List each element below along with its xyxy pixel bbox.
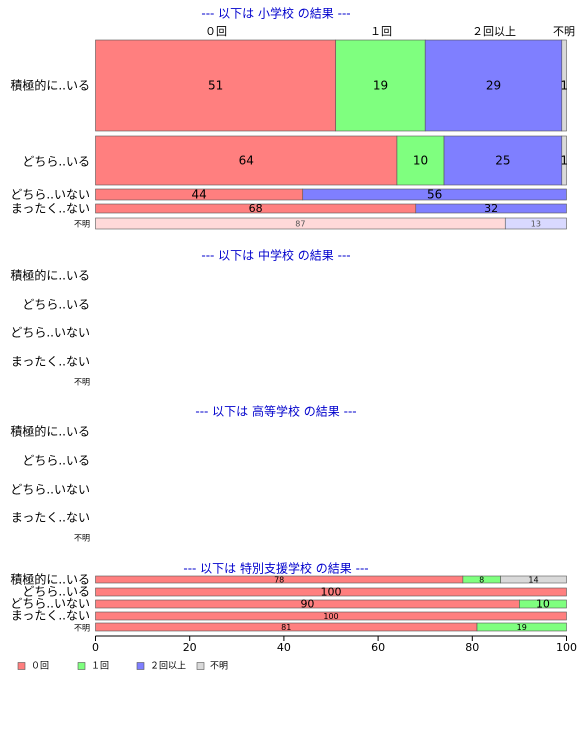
- bar-segment: [561, 39, 567, 132]
- bar-segment: [519, 599, 567, 609]
- x-tick-label: 80: [465, 641, 479, 654]
- data-label: 68: [249, 202, 263, 215]
- data-label: 100: [321, 586, 342, 599]
- data-label: 78: [274, 576, 284, 585]
- panel-title: --- 以下は 高等学校 の結果 ---: [195, 404, 356, 419]
- bar-segment: [500, 575, 567, 584]
- row-label: まったく..ない: [11, 609, 90, 623]
- data-label: 19: [517, 623, 527, 632]
- data-label: 10: [413, 154, 428, 168]
- data-label: 87: [295, 220, 305, 229]
- panel-title: --- 以下は 中学校 の結果 ---: [201, 248, 350, 263]
- legend-swatch: [136, 662, 145, 670]
- row-label: どちら..いる: [22, 298, 90, 312]
- legend-label: ０回: [31, 661, 49, 672]
- bar-segment: [504, 217, 567, 230]
- data-label: 19: [373, 79, 388, 93]
- data-label: 1: [560, 79, 568, 93]
- data-label: 81: [281, 623, 291, 632]
- row-label: 積極的に..いる: [10, 78, 90, 93]
- panel-title: --- 以下は 小学校 の結果 ---: [201, 6, 350, 21]
- data-label: 8: [479, 576, 484, 585]
- bar-segment: [302, 188, 567, 201]
- row-label: 積極的に..いる: [10, 424, 90, 439]
- column-header: １回: [370, 25, 392, 38]
- data-label: 32: [484, 202, 498, 215]
- bar-segment: [95, 611, 567, 621]
- row-label: どちら..いる: [22, 454, 90, 468]
- data-label: 90: [300, 598, 314, 611]
- bar-segment: [561, 135, 567, 186]
- bar-segment: [95, 39, 337, 132]
- bar-segment: [424, 39, 563, 132]
- row-label: まったく..ない: [11, 202, 90, 216]
- column-header: ０回: [205, 25, 227, 38]
- row-label: どちら..いない: [10, 188, 90, 202]
- data-label: 10: [536, 598, 550, 611]
- column-header: 不明: [553, 25, 575, 38]
- data-label: 1: [560, 154, 568, 168]
- bar-segment: [95, 135, 398, 186]
- panel-title: --- 以下は 特別支援学校 の結果 ---: [183, 561, 368, 576]
- bar-segment: [476, 622, 567, 632]
- row-label: どちら..いる: [22, 155, 90, 169]
- legend-label: ２回以上: [150, 661, 186, 672]
- row-label: 不明: [74, 624, 90, 633]
- legend-swatch: [17, 662, 26, 670]
- data-label: 44: [191, 188, 206, 202]
- x-tick-label: 60: [371, 641, 385, 654]
- row-label: どちら..いない: [10, 483, 90, 497]
- column-header: ２回以上: [472, 25, 516, 38]
- bar-segment: [443, 135, 563, 186]
- legend-label: 不明: [210, 661, 228, 672]
- row-label: まったく..ない: [11, 511, 90, 525]
- legend-label: １回: [91, 661, 109, 672]
- data-label: 25: [495, 154, 510, 168]
- data-label: 51: [208, 79, 223, 93]
- data-label: 14: [528, 576, 538, 585]
- row-label: どちら..いる: [22, 585, 90, 599]
- data-label: 100: [323, 612, 338, 621]
- bar-segment: [415, 203, 567, 214]
- row-label: 不明: [74, 534, 90, 543]
- x-tick-label: 20: [183, 641, 197, 654]
- x-tick-label: 100: [556, 641, 577, 654]
- data-label: 64: [239, 154, 254, 168]
- legend-swatch: [196, 662, 205, 670]
- row-label: 不明: [74, 220, 90, 229]
- data-label: 29: [486, 79, 501, 93]
- x-tick-label: 40: [277, 641, 291, 654]
- row-label: まったく..ない: [11, 355, 90, 369]
- row-label: 不明: [74, 378, 90, 387]
- bar-segment: [335, 39, 426, 132]
- x-tick-label: 0: [92, 641, 99, 654]
- bar-segment: [95, 587, 567, 597]
- row-label: 積極的に..いる: [10, 268, 90, 283]
- row-label: どちら..いない: [10, 326, 90, 340]
- bar-segment: [396, 135, 445, 186]
- data-label: 13: [531, 220, 541, 229]
- data-label: 56: [427, 188, 442, 202]
- legend-swatch: [77, 662, 86, 670]
- row-label: 積極的に..いる: [10, 572, 90, 587]
- row-label: どちら..いない: [10, 597, 90, 611]
